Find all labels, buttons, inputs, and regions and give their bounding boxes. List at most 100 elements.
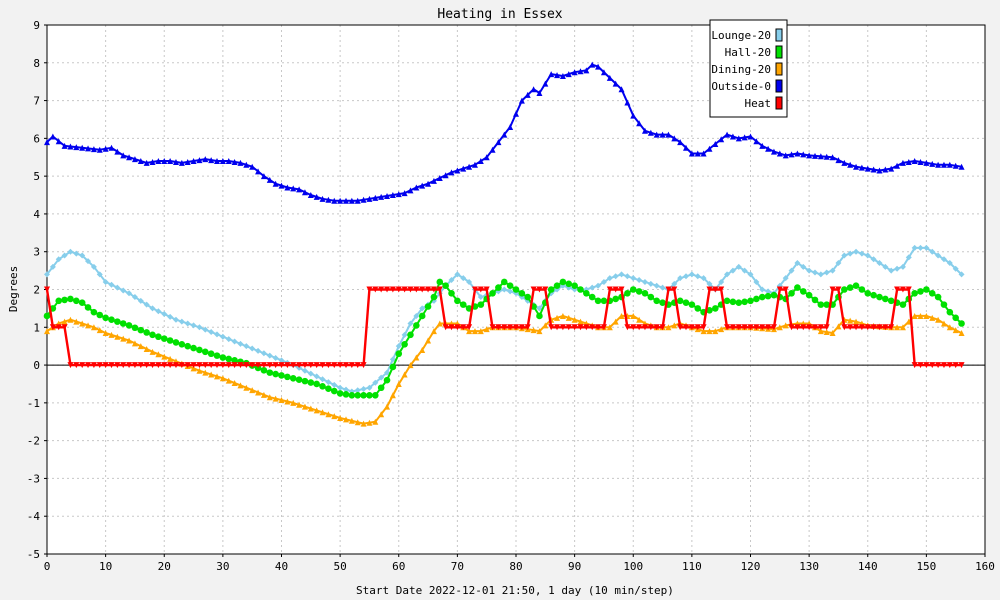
data-point — [589, 61, 596, 68]
data-point — [770, 291, 778, 299]
data-point — [735, 135, 742, 142]
data-point — [624, 273, 631, 280]
data-point — [946, 362, 953, 369]
data-point — [940, 320, 947, 327]
data-point — [79, 320, 86, 327]
data-point — [911, 289, 918, 297]
data-point — [278, 357, 285, 364]
data-point — [823, 153, 830, 160]
data-point — [935, 252, 942, 259]
x-tick-label: 80 — [509, 560, 522, 573]
data-point — [172, 362, 179, 369]
data-point — [718, 136, 725, 143]
data-point — [360, 420, 367, 427]
data-point — [436, 278, 444, 286]
data-point — [835, 260, 842, 267]
data-point — [518, 289, 526, 297]
x-tick-label: 0 — [44, 560, 51, 573]
data-point — [413, 286, 420, 293]
data-point — [337, 414, 344, 421]
x-tick-label: 110 — [682, 560, 702, 573]
data-point — [630, 275, 637, 282]
data-point — [307, 362, 314, 369]
data-point — [96, 362, 103, 369]
data-point — [946, 161, 953, 168]
data-point — [853, 163, 860, 170]
data-point — [184, 362, 191, 369]
data-point — [577, 286, 584, 293]
data-point — [114, 148, 121, 155]
x-tick-label: 10 — [99, 560, 112, 573]
data-point — [870, 291, 877, 299]
data-point — [389, 363, 397, 371]
data-point — [342, 416, 349, 423]
data-point — [319, 362, 326, 369]
data-point — [841, 324, 848, 331]
data-point — [466, 328, 473, 335]
data-point — [507, 288, 514, 295]
data-point — [894, 324, 901, 331]
data-point — [337, 384, 344, 391]
data-point — [547, 286, 555, 293]
data-point — [882, 166, 889, 173]
data-point — [806, 152, 813, 159]
data-point — [483, 154, 490, 161]
data-point — [214, 331, 221, 338]
data-point — [935, 161, 942, 168]
data-point — [166, 337, 174, 344]
data-point — [759, 324, 766, 331]
data-point — [237, 362, 244, 369]
data-point — [776, 324, 783, 331]
data-point — [501, 286, 508, 293]
data-point — [131, 324, 139, 332]
y-tick-label: 4 — [33, 208, 40, 221]
data-point — [676, 297, 684, 305]
legend-swatch — [775, 45, 783, 59]
data-point — [219, 354, 227, 361]
data-point — [688, 150, 695, 157]
data-point — [319, 195, 326, 202]
data-point — [835, 157, 842, 164]
y-tick-label: 1 — [33, 321, 40, 334]
data-point — [524, 324, 531, 331]
data-point — [389, 356, 396, 363]
data-point — [747, 297, 754, 305]
data-point — [940, 301, 948, 308]
data-point — [688, 324, 695, 331]
data-point — [882, 324, 889, 331]
data-point — [190, 362, 197, 369]
data-point — [542, 80, 549, 87]
data-point — [348, 197, 355, 204]
data-point — [876, 167, 883, 174]
data-point — [542, 322, 549, 329]
data-point — [366, 419, 373, 426]
data-point — [190, 365, 197, 372]
data-point — [325, 379, 332, 386]
data-point — [184, 342, 191, 350]
data-point — [342, 197, 349, 204]
data-point — [636, 277, 643, 284]
data-point — [841, 252, 848, 259]
data-point — [366, 384, 373, 391]
data-point — [935, 316, 942, 323]
data-point — [208, 157, 215, 164]
data-point — [513, 324, 519, 331]
data-point — [747, 133, 754, 140]
data-point — [501, 324, 508, 331]
x-tick-label: 90 — [568, 560, 581, 573]
data-point — [331, 197, 338, 204]
data-point — [782, 275, 789, 282]
data-point — [330, 387, 338, 395]
data-point — [571, 69, 578, 76]
data-point — [143, 159, 150, 166]
y-tick-label: 8 — [33, 57, 40, 70]
data-point — [114, 362, 121, 369]
data-point — [530, 286, 537, 293]
data-point — [811, 296, 819, 304]
data-point — [126, 290, 133, 297]
data-point — [337, 197, 344, 204]
data-point — [876, 260, 883, 267]
data-point — [477, 294, 484, 301]
legend-swatch — [775, 28, 783, 42]
data-point — [79, 362, 86, 369]
